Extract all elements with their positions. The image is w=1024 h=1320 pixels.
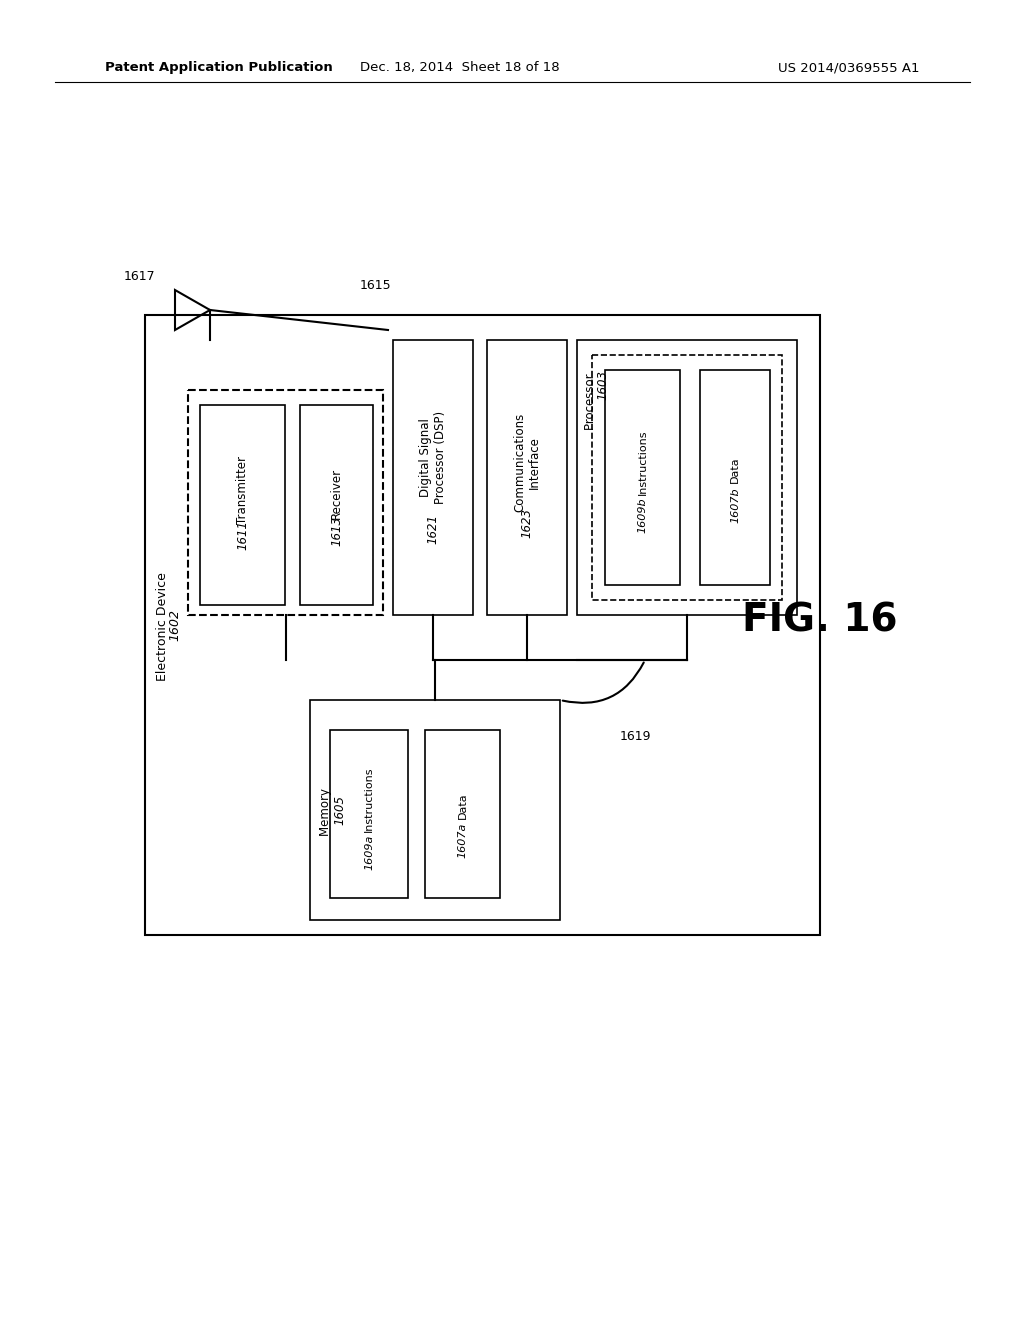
Text: Electronic Device: Electronic Device	[157, 569, 170, 681]
Text: Memory: Memory	[319, 784, 333, 836]
Bar	[188, 389, 383, 615]
Text: 1605: 1605	[334, 795, 346, 825]
Text: 1609b: 1609b	[638, 498, 647, 533]
Text: 1603: 1603	[597, 370, 609, 400]
Text: 1613: 1613	[330, 516, 343, 546]
Text: Communications
Interface: Communications Interface	[513, 413, 541, 512]
Text: 1611: 1611	[236, 520, 249, 550]
Text: Dec. 18, 2014  Sheet 18 of 18: Dec. 18, 2014 Sheet 18 of 18	[360, 62, 560, 74]
Text: Instructions: Instructions	[638, 430, 647, 495]
Text: 1602: 1602	[169, 609, 181, 642]
Bar	[700, 370, 770, 585]
Text: US 2014/0369555 A1: US 2014/0369555 A1	[778, 62, 920, 74]
Bar	[592, 355, 782, 601]
Bar	[200, 405, 285, 605]
Bar	[487, 341, 567, 615]
Text: 1615: 1615	[359, 279, 391, 292]
Text: Data: Data	[730, 457, 740, 483]
Text: 1607a: 1607a	[458, 822, 468, 858]
Bar	[577, 341, 797, 615]
Bar	[605, 370, 680, 585]
Text: 1609a: 1609a	[364, 834, 374, 870]
Text: Transmitter: Transmitter	[236, 455, 249, 524]
Text: Data: Data	[458, 793, 468, 820]
Text: 1623: 1623	[520, 507, 534, 537]
Text: Receiver: Receiver	[330, 467, 343, 519]
Text: Instructions: Instructions	[364, 766, 374, 832]
Bar	[300, 405, 373, 605]
Bar	[310, 700, 560, 920]
Text: Digital Signal
Processor (DSP): Digital Signal Processor (DSP)	[419, 411, 447, 504]
Bar	[145, 315, 820, 935]
Bar	[330, 730, 408, 898]
FancyArrowPatch shape	[563, 663, 644, 702]
Text: 1621: 1621	[427, 515, 439, 544]
Text: 1617: 1617	[123, 271, 155, 282]
Text: Processor: Processor	[585, 370, 597, 430]
Text: 1607b: 1607b	[730, 487, 740, 523]
Bar	[393, 341, 473, 615]
Bar	[425, 730, 500, 898]
Text: FIG. 16: FIG. 16	[742, 601, 898, 639]
Text: Patent Application Publication: Patent Application Publication	[105, 62, 333, 74]
Text: 1619: 1619	[620, 730, 651, 743]
